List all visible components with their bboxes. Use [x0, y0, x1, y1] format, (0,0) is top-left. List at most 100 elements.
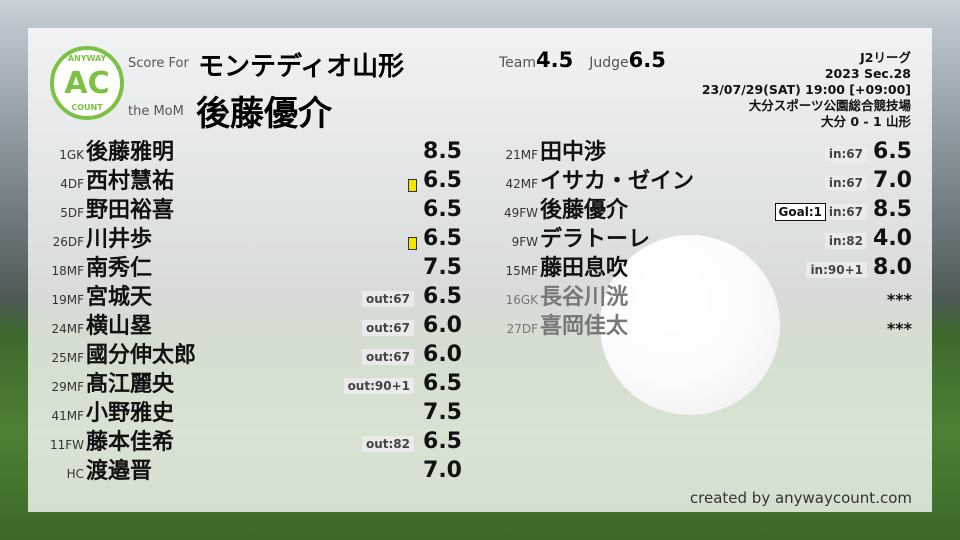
datetime: 23/07/29(SAT) 19:00 [+09:00]	[701, 82, 911, 97]
yellow-card-icon	[408, 237, 417, 250]
player-row: 24MF 横山塁	[28, 311, 448, 340]
logo-top-text: ANYWAY	[67, 54, 107, 63]
player-row: 29MF 髙江麗央	[28, 369, 448, 398]
substitution-tag: in:90+1	[806, 262, 867, 278]
player-row: 11FW 藤本佳希	[28, 427, 448, 456]
player-score: 7.5	[423, 255, 462, 280]
substitution-tag: in:82	[824, 233, 867, 249]
player-score: 7.5	[423, 400, 462, 425]
player-position: 49FW	[503, 206, 538, 220]
player-name: 西村慧祐	[86, 169, 175, 194]
player-score: 8.5	[423, 139, 462, 164]
team-name: モンテディオ山形	[198, 52, 405, 82]
player-row: 15MF 藤田息吹	[482, 253, 902, 282]
goal-badge: Goal:1	[774, 203, 826, 221]
substitution-tag: out:67	[361, 320, 414, 336]
player-score: 6.5	[423, 371, 462, 396]
player-row: 25MF 國分伸太郎	[28, 340, 448, 369]
anywaycount-logo: ANYWAY AC COUNT	[50, 46, 124, 120]
player-name: 後藤雅明	[86, 140, 175, 165]
player-name: イサカ・ゼイン	[540, 169, 695, 194]
player-name: 小野雅史	[86, 401, 175, 426]
player-name: 髙江麗央	[86, 372, 175, 397]
player-name: 渡邉晋	[86, 459, 153, 484]
player-score: 6.5	[423, 168, 462, 193]
logo-bottom-text: COUNT	[71, 103, 103, 112]
player-score: 6.5	[423, 429, 462, 454]
venue: 大分スポーツ公園総合競技場	[748, 98, 911, 113]
match-info: J2リーグ 2023 Sec.28 23/07/29(SAT) 19:00 [+…	[702, 50, 911, 130]
judge-label: Judge	[589, 55, 629, 71]
player-row: 1GK 後藤雅明	[28, 137, 448, 166]
player-position: 15MF	[505, 264, 538, 278]
player-row: 21MF 田中渉	[482, 137, 902, 166]
player-name: 野田裕喜	[86, 198, 175, 223]
score-for-label: Score For	[128, 56, 189, 71]
player-score: 4.0	[873, 226, 912, 251]
player-score: 6.5	[423, 226, 462, 251]
player-position: 5DF	[60, 206, 84, 220]
player-position: 1GK	[59, 148, 84, 162]
mom-name: 後藤優介	[196, 94, 332, 134]
player-name: 喜岡佳太	[540, 314, 629, 339]
player-name: 田中渉	[540, 140, 607, 165]
mom-label: the MoM	[128, 104, 184, 119]
player-name: 横山塁	[86, 314, 153, 339]
player-position: 18MF	[51, 264, 84, 278]
player-name: 宮城天	[86, 285, 153, 310]
player-position: 19MF	[51, 293, 84, 307]
player-position: 25MF	[51, 351, 84, 365]
player-score: 7.0	[873, 168, 912, 193]
player-score: 6.0	[423, 313, 462, 338]
player-row: 4DF 西村慧祐	[28, 166, 448, 195]
logo-center-text: AC	[64, 65, 110, 101]
player-position: 21MF	[505, 148, 538, 162]
credit: created by anywaycount.com	[689, 489, 912, 507]
player-row: 41MF 小野雅史	[28, 398, 448, 427]
player-score: 6.0	[423, 342, 462, 367]
player-name: 國分伸太郎	[86, 343, 197, 368]
player-row: 42MF イサカ・ゼイン	[482, 166, 902, 195]
player-position: 11FW	[49, 438, 84, 452]
player-score: 8.5	[873, 197, 912, 222]
player-score: 6.5	[423, 197, 462, 222]
player-row: 9FW デラトーレ	[482, 224, 902, 253]
player-name: 川井歩	[86, 227, 153, 252]
player-position: 42MF	[505, 177, 538, 191]
player-score: 8.0	[873, 255, 912, 280]
result: 大分 0 - 1 山形	[821, 114, 911, 129]
player-score: ***	[886, 290, 912, 309]
player-name: 南秀仁	[86, 256, 153, 281]
substitution-tag: in:67	[824, 175, 867, 191]
player-score: 7.0	[423, 458, 462, 483]
player-row: HC 渡邉晋	[28, 456, 448, 485]
player-name: 長谷川洸	[540, 285, 629, 310]
team-score: 4.5	[536, 48, 574, 72]
substitution-tag: in:67	[824, 146, 867, 162]
player-name: 藤田息吹	[540, 256, 629, 281]
player-position: 16GK	[505, 293, 538, 307]
substitution-tag: out:67	[361, 349, 414, 365]
substitution-tag: out:90+1	[343, 378, 414, 394]
player-score: 6.5	[423, 284, 462, 309]
score-panel	[28, 28, 932, 512]
player-row: 19MF 宮城天	[28, 282, 448, 311]
player-position: HC	[66, 467, 84, 481]
player-name: 藤本佳希	[86, 430, 175, 455]
player-position: 26DF	[52, 235, 84, 249]
substitution-tag: out:82	[361, 436, 414, 452]
player-position: 9FW	[511, 235, 538, 249]
player-row: 49FW 後藤優介	[482, 195, 902, 224]
player-row: 16GK 長谷川洸	[482, 282, 902, 311]
player-row: 18MF 南秀仁	[28, 253, 448, 282]
judge-score: 6.5	[628, 48, 666, 72]
team-label: Team	[499, 55, 537, 71]
player-position: 4DF	[60, 177, 84, 191]
substitution-tag: out:67	[361, 291, 414, 307]
player-name: デラトーレ	[540, 227, 651, 252]
player-position: 29MF	[51, 380, 84, 394]
player-position: 24MF	[51, 322, 84, 336]
yellow-card-icon	[408, 179, 417, 192]
player-position: 27DF	[506, 322, 538, 336]
player-row: 5DF 野田裕喜	[28, 195, 448, 224]
